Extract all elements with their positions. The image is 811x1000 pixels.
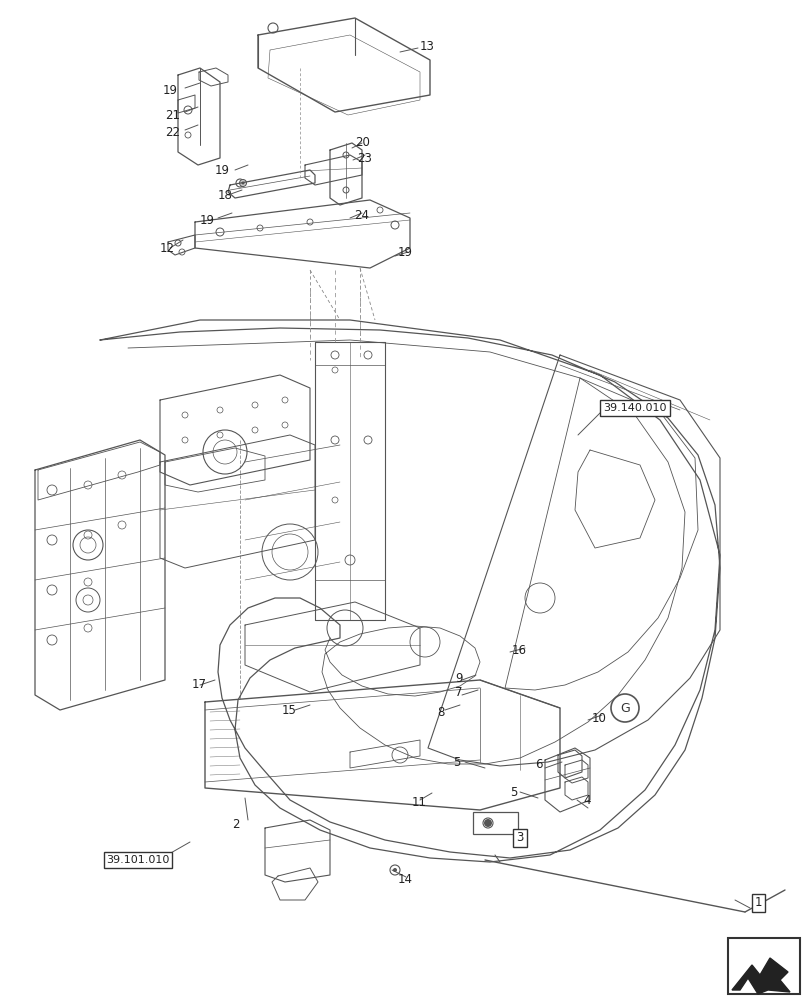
Circle shape: [393, 868, 397, 872]
Bar: [473, 812, 517, 834]
Text: 15: 15: [281, 704, 297, 716]
Text: 20: 20: [354, 136, 370, 149]
Text: 9: 9: [454, 672, 462, 684]
Text: 4: 4: [582, 793, 590, 806]
Text: 19: 19: [163, 84, 178, 97]
Text: 8: 8: [436, 706, 444, 718]
Text: 21: 21: [165, 109, 180, 122]
Text: 17: 17: [191, 678, 207, 692]
Polygon shape: [731, 958, 789, 994]
Text: 7: 7: [454, 686, 462, 698]
Text: 11: 11: [411, 795, 427, 808]
Bar: [727, 938, 799, 994]
Text: 10: 10: [591, 711, 606, 724]
Text: 39.140.010: 39.140.010: [603, 403, 666, 413]
Text: 6: 6: [534, 758, 542, 770]
Text: 19: 19: [397, 245, 413, 258]
Text: 3: 3: [516, 831, 523, 844]
Text: 14: 14: [397, 874, 413, 886]
Circle shape: [239, 180, 247, 187]
Text: 19: 19: [200, 214, 215, 227]
Text: 1: 1: [754, 896, 762, 910]
Text: 13: 13: [419, 40, 435, 53]
Text: 12: 12: [160, 241, 175, 254]
Text: 5: 5: [453, 756, 460, 768]
Text: 16: 16: [512, 644, 526, 656]
Text: 24: 24: [354, 209, 368, 222]
Circle shape: [241, 182, 244, 185]
Text: 22: 22: [165, 126, 180, 139]
Text: 39.101.010: 39.101.010: [106, 855, 169, 865]
Text: 23: 23: [357, 152, 371, 165]
Circle shape: [483, 819, 491, 827]
Text: 5: 5: [509, 786, 517, 798]
Text: 18: 18: [217, 189, 233, 202]
Text: 19: 19: [215, 164, 230, 177]
Text: 2: 2: [232, 818, 239, 831]
Text: G: G: [620, 702, 629, 714]
